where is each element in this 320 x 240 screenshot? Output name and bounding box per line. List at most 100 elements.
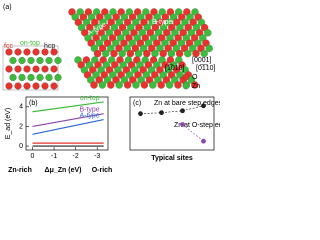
point [159,110,164,116]
legend-label: Zn [192,83,200,90]
atom [45,56,53,65]
point [180,122,185,127]
legend-label: O [192,74,198,81]
atom [134,49,143,58]
atom [36,56,44,65]
atom [5,48,13,56]
panel-c: (c) Typical sites Zn at bare step edges Zn … [129,96,220,162]
legend-marker [182,73,190,81]
x-note: O-rich [92,167,113,174]
atom [50,82,58,90]
atom [165,81,174,89]
x-tick-label: 0 [31,153,35,160]
atom [192,49,200,58]
series-label: on-top [80,95,100,102]
annotation: Zn at O-step edges [174,122,220,129]
x-tick-label: -2 [73,153,79,160]
atom [45,73,53,82]
atom [32,65,40,73]
series-line [32,113,104,128]
x-note: Zn-rich [8,167,32,174]
annotation: Zn at bare step edges [154,100,220,107]
atom [140,81,149,89]
x-tick-label: -3 [94,153,100,160]
atom [32,82,40,90]
atom [191,81,199,89]
panel-label: (c) [133,100,141,107]
series-line [32,118,104,135]
y-tick-label: 0 [19,143,23,150]
atom [118,49,126,58]
atom [41,82,49,90]
site-label: hcp [44,43,55,50]
atom [41,65,49,73]
point [180,108,185,114]
series-label: B-type [79,107,99,114]
point [201,138,206,144]
series-label: A-type [79,112,99,119]
atom [14,48,22,56]
panel-label: (b) [29,100,38,107]
atom [18,73,26,82]
plot-frame [129,96,215,151]
atom [184,49,192,58]
y-tick-label: 2 [19,123,23,130]
atom [41,48,49,56]
atom [115,81,123,89]
connector [140,105,204,114]
atom [50,48,58,56]
atom [98,81,107,89]
atom [107,81,115,89]
atom [50,65,58,73]
site-label: fcc [4,43,13,50]
atom [9,56,17,65]
atom [200,49,208,58]
site-label: on-top [20,40,40,47]
site-label: B-type [152,19,172,26]
atom [27,73,35,82]
direction: [0001] [192,57,212,64]
atom [174,81,182,89]
atom [27,56,35,65]
atom [110,49,118,58]
atom [93,49,102,58]
atom [157,81,165,89]
atom [132,81,140,89]
direction: [1̅010] [165,64,185,72]
series-line [32,101,104,113]
atom [32,48,40,56]
atom [149,81,157,89]
atom [175,49,184,58]
atom [102,49,110,58]
atom [14,82,22,90]
atom [143,49,151,58]
panel-b: (b) 0 2 4 0 -1 -2 -3 E_ad (eV) Zn-rich Δμ_Zn (eV) O… [5,95,112,174]
panel-label: (a) [3,4,12,11]
x-tick-label: -1 [51,153,57,160]
atom [90,81,98,89]
atom [54,73,62,82]
point [138,111,143,117]
y-tick-label: 4 [19,104,23,111]
atom [5,82,13,90]
atom [9,73,17,82]
atom [54,56,62,65]
atom [167,49,176,58]
direction: [0̅1̅10] [196,64,216,72]
x-axis-label: Typical sites [151,155,193,162]
x-axis-label: Δμ_Zn (eV) [45,167,82,174]
connector [182,124,204,142]
atom [151,49,159,58]
atom [5,65,13,73]
atom [126,49,135,58]
plot-frame [25,96,109,151]
atom [23,48,31,56]
y-axis-label: E_ad (eV) [5,108,12,140]
atom [36,73,44,82]
atom [159,49,167,58]
point [201,103,206,109]
atom [205,44,213,53]
atom [23,65,31,73]
